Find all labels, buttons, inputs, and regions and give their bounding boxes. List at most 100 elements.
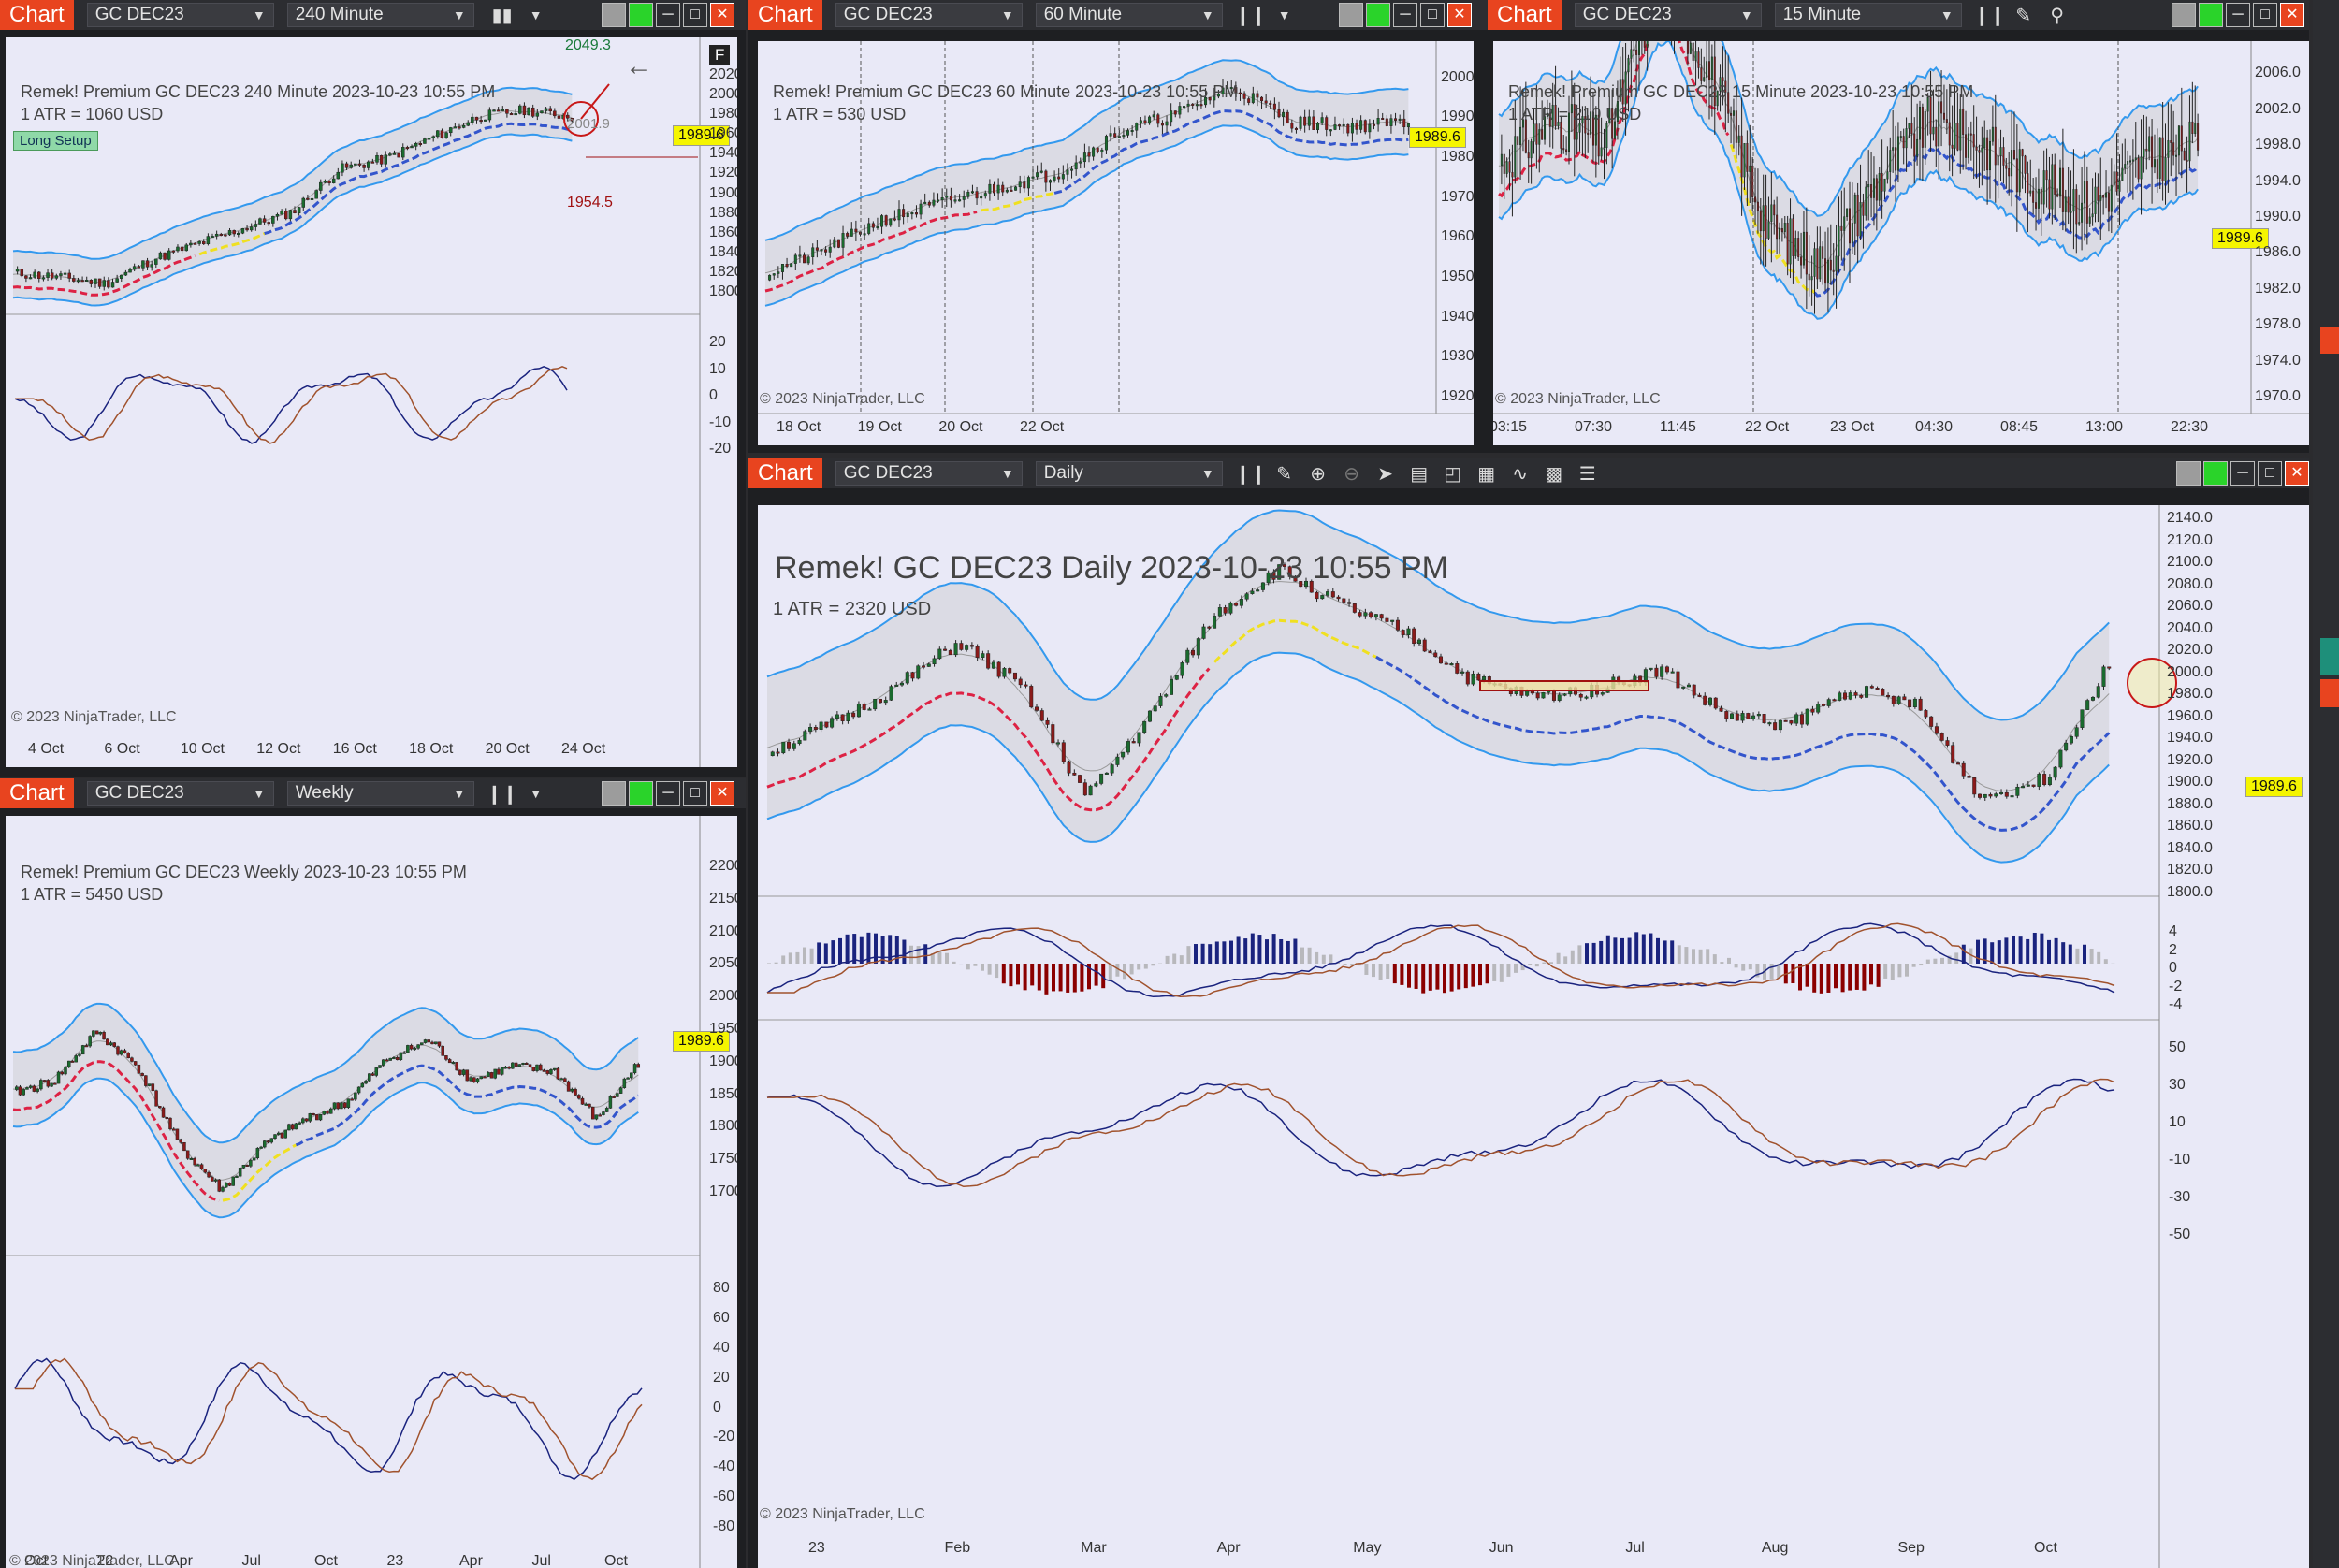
link-green-icon[interactable]	[1366, 3, 1390, 27]
minimize-button[interactable]: ─	[656, 3, 680, 27]
interval-selector[interactable]: Daily ▼	[1035, 461, 1223, 486]
zoom-in-icon[interactable]: ⊕	[1310, 463, 1327, 485]
p15-candle-body	[1792, 218, 1794, 256]
chart-menu-button[interactable]: Chart	[0, 778, 74, 808]
macd-bar	[1300, 947, 1304, 964]
chart-pane-15min[interactable]: Remek! Premium GC DEC23 15 Minute 2023-1…	[1493, 41, 2309, 445]
p240-candle-body	[448, 127, 453, 134]
instrument-selector[interactable]: GC DEC23 ▼	[86, 3, 274, 27]
chart-pane-daily[interactable]: Remek! GC DEC23 Daily 2023-10-23 10:55 P…	[758, 505, 2309, 1568]
arrow-left-icon[interactable]: ←	[625, 51, 653, 81]
pd-candle-body	[797, 739, 802, 744]
chart-menu-button[interactable]: Chart	[748, 458, 822, 488]
p60-candle-body	[1182, 106, 1185, 109]
link-green-icon[interactable]	[629, 781, 653, 806]
flag-button[interactable]: F	[709, 45, 731, 65]
interval-selector[interactable]: 60 Minute ▼	[1035, 3, 1223, 27]
properties-icon[interactable]: ▩	[1545, 463, 1563, 485]
chart-pane-60min[interactable]: Remek! Premium GC DEC23 60 Minute 2023-1…	[758, 41, 1474, 445]
link-color-icon[interactable]	[1339, 3, 1363, 27]
p15-candle-body	[1624, 71, 1627, 105]
pw-candle-body	[636, 1064, 641, 1068]
pw-candle-body	[626, 1077, 630, 1080]
indicators-icon[interactable]: ∿	[1512, 463, 1529, 485]
macd-bar	[1243, 938, 1248, 964]
instrument-selector[interactable]: GC DEC23 ▼	[835, 461, 1023, 486]
interval-selector[interactable]: Weekly ▼	[286, 781, 474, 806]
interval-selector[interactable]: 15 Minute ▼	[1774, 3, 1962, 27]
interval-selector[interactable]: 240 Minute ▼	[286, 3, 474, 27]
pw-candle-body	[630, 1072, 633, 1079]
dropdown-icon[interactable]: ▼	[529, 7, 543, 22]
maximize-button[interactable]: □	[683, 781, 707, 806]
link-color-icon[interactable]	[602, 781, 626, 806]
instrument-selector[interactable]: GC DEC23 ▼	[86, 781, 274, 806]
minimize-button[interactable]: ─	[656, 781, 680, 806]
close-button[interactable]: ✕	[2280, 3, 2304, 27]
chart-menu-button[interactable]: Chart	[748, 0, 822, 30]
p15-candle-body	[2137, 157, 2140, 180]
chart-menu-button[interactable]: Chart	[1488, 0, 1562, 30]
p60-candle-body	[1312, 116, 1315, 130]
p15-candle-body	[1762, 205, 1765, 232]
list-icon[interactable]: ☰	[1578, 463, 1596, 485]
p15-candle-body	[1544, 116, 1547, 140]
close-button[interactable]: ✕	[2285, 461, 2309, 486]
link-color-icon[interactable]	[602, 3, 626, 27]
chart-pane-weekly[interactable]: Remek! Premium GC DEC23 Weekly 2023-10-2…	[6, 816, 737, 1568]
pw-candle-body	[486, 1072, 490, 1077]
pd-candle-body	[1234, 603, 1239, 606]
pw-candle-body	[92, 1030, 95, 1037]
maximize-button[interactable]: □	[1420, 3, 1445, 27]
minimize-button[interactable]: ─	[2226, 3, 2250, 27]
draw-tool-icon[interactable]: ✎	[1276, 463, 1293, 485]
close-button[interactable]: ✕	[1447, 3, 1472, 27]
link-green-icon[interactable]	[629, 3, 653, 27]
maximize-button[interactable]: □	[683, 3, 707, 27]
maximize-button[interactable]: □	[2258, 461, 2282, 486]
link-color-icon[interactable]	[2172, 3, 2196, 27]
macd-bar	[930, 953, 935, 964]
link-green-icon[interactable]	[2199, 3, 2223, 27]
instrument-selector[interactable]: GC DEC23 ▼	[1574, 3, 1762, 27]
zoom-out-icon[interactable]: ⊖	[1344, 463, 1360, 485]
bar-style-icon[interactable]: ❙❙	[1234, 5, 1267, 26]
dropdown-icon[interactable]: ▼	[529, 786, 543, 801]
macd-bar	[1869, 964, 1873, 985]
snapshot-icon[interactable]: ◰	[1444, 463, 1462, 485]
p60-candle-body	[1023, 181, 1026, 189]
p15-candle-body	[2015, 158, 2018, 193]
minimize-button[interactable]: ─	[1393, 3, 1417, 27]
bar-style-icon[interactable]: ❙❙	[486, 783, 518, 805]
axis-tick-label: 03:15	[1493, 419, 1528, 435]
strategies-icon[interactable]: ▦	[1477, 463, 1496, 485]
minimize-button[interactable]: ─	[2230, 461, 2255, 486]
macd-bar	[1734, 964, 1738, 968]
p15-candle-body	[1557, 121, 1560, 127]
chart-menu-button[interactable]: Chart	[0, 0, 74, 30]
bar-style-icon[interactable]: ❙❙	[1234, 463, 1267, 485]
pd-candle-body	[1891, 695, 1896, 704]
link-green-icon[interactable]	[2203, 461, 2228, 486]
maximize-button[interactable]: □	[2253, 3, 2277, 27]
p60-candle-body	[983, 193, 987, 197]
dropdown-icon[interactable]: ▼	[1277, 7, 1291, 22]
link-color-icon[interactable]	[2176, 461, 2201, 486]
p240-candle-body	[540, 110, 544, 114]
macd-bar	[1315, 951, 1319, 964]
close-button[interactable]: ✕	[710, 3, 734, 27]
p15-candle-body	[1832, 269, 1835, 272]
draw-tool-icon[interactable]: ✎	[2015, 5, 2032, 26]
chart-pane-240min[interactable]: Remek! Premium GC DEC23 240 Minute 2023-…	[6, 37, 737, 767]
close-button[interactable]: ✕	[710, 781, 734, 806]
zoom-icon[interactable]: ⚲	[2050, 5, 2065, 26]
p15-candle-body	[1895, 147, 1897, 171]
bar-style-icon[interactable]: ▮▮	[491, 5, 513, 26]
macd-bar	[1485, 964, 1489, 984]
p240-candle-body	[458, 126, 461, 129]
macd-bar	[1372, 964, 1375, 978]
data-box-icon[interactable]: ▤	[1410, 463, 1429, 485]
pointer-icon[interactable]: ➤	[1377, 463, 1394, 485]
instrument-selector[interactable]: GC DEC23 ▼	[835, 3, 1023, 27]
bar-style-icon[interactable]: ❙❙	[1973, 5, 2006, 26]
